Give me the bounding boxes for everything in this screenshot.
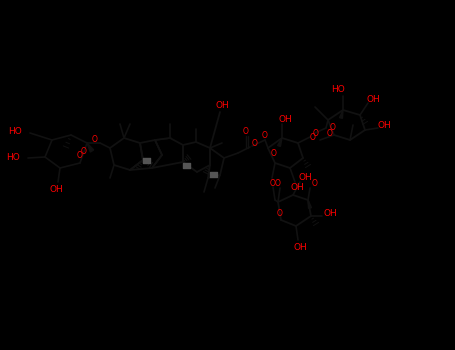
Text: OH: OH [293,243,307,252]
Text: OH: OH [290,183,304,192]
Text: O: O [277,209,283,217]
Text: HO: HO [6,153,20,161]
Polygon shape [339,110,343,118]
Polygon shape [278,138,282,147]
Text: OH: OH [323,210,337,218]
Text: O: O [330,122,336,132]
Text: O: O [275,178,281,188]
Text: OH: OH [49,186,63,195]
Text: O: O [271,148,277,158]
Text: HO: HO [8,126,22,135]
Polygon shape [308,200,312,208]
Text: O: O [81,147,87,155]
Text: O: O [313,128,319,138]
Text: OH: OH [278,114,292,124]
Text: O: O [77,150,83,160]
Text: OH: OH [215,102,229,111]
Text: OH: OH [366,94,380,104]
Text: O: O [262,132,268,140]
Text: OH: OH [377,120,391,130]
Polygon shape [87,143,94,152]
Text: O: O [92,134,98,144]
Text: OH: OH [298,174,312,182]
Text: O: O [270,178,276,188]
Text: O: O [309,133,315,141]
Text: O: O [243,126,249,135]
Text: HO: HO [331,85,345,94]
Text: O: O [327,128,333,138]
Text: O: O [312,180,318,189]
Text: O: O [252,140,258,148]
